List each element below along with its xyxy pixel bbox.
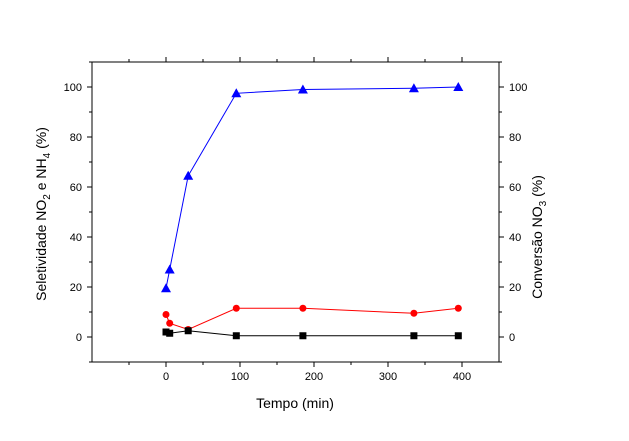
data-point-circle	[162, 311, 170, 318]
y-right-tick-label: 60	[509, 182, 521, 194]
y-left-tick-label: 0	[76, 332, 82, 344]
data-point-circle	[410, 309, 418, 317]
y-right-tick-label: 80	[509, 132, 521, 144]
data-point-triangle	[297, 84, 308, 94]
data-point-square	[299, 332, 307, 340]
series-triangle	[161, 82, 464, 293]
x-tick-label: 100	[231, 371, 249, 383]
y-axis-right-title: Conversão NO3 (%)	[529, 175, 549, 299]
y-left-tick-label: 40	[70, 232, 82, 244]
data-point-square	[162, 328, 170, 336]
data-point-circle	[166, 319, 174, 327]
x-tick-label: 400	[453, 371, 471, 383]
series-layer	[161, 82, 464, 340]
data-point-square	[166, 329, 174, 337]
data-point-triangle	[408, 83, 419, 93]
y-right-tick-label: 20	[509, 282, 521, 294]
series-line	[165, 86, 459, 289]
data-point-square	[184, 327, 192, 335]
axis-labels: Tempo (min) Seletividade NO2 e NH4 (%) C…	[33, 127, 549, 411]
series-square	[162, 327, 462, 340]
y-axis-left-title: Seletividade NO2 e NH4 (%)	[33, 127, 53, 301]
data-point-circle	[232, 304, 240, 312]
y-left-tick-label: 60	[70, 182, 82, 194]
x-axis-title: Tempo (min)	[256, 395, 334, 411]
data-point-triangle	[453, 82, 464, 91]
data-point-square	[410, 332, 418, 340]
data-point-triangle	[231, 88, 242, 98]
data-point-triangle	[161, 283, 171, 293]
data-point-square	[232, 332, 240, 340]
data-point-triangle	[183, 170, 194, 180]
data-point-triangle	[164, 264, 175, 274]
y-right-tick-label: 40	[509, 232, 521, 244]
x-tick-label: 200	[305, 371, 323, 383]
y-right-tick-label: 100	[509, 82, 527, 94]
x-tick-label: 0	[163, 371, 169, 383]
y-right-tick-label: 0	[509, 332, 515, 344]
axes: 0 100 200 300 400 0 0 20 20 40 40 60 60 80 80 100 100	[64, 57, 527, 383]
data-point-circle	[299, 304, 307, 312]
series-circle	[162, 304, 462, 333]
plot-frame	[91, 61, 500, 363]
y-left-tick-label: 80	[70, 132, 82, 144]
x-tick-label: 300	[379, 371, 397, 383]
data-point-circle	[454, 304, 462, 312]
data-point-square	[454, 332, 462, 340]
y-left-tick-label: 20	[70, 282, 82, 294]
y-left-tick-label: 100	[64, 82, 82, 94]
